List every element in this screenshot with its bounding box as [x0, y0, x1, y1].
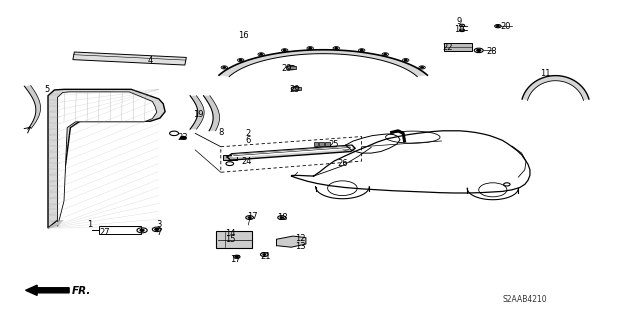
- Text: 3: 3: [156, 220, 161, 229]
- Polygon shape: [227, 145, 355, 160]
- Text: 25: 25: [329, 140, 339, 149]
- Polygon shape: [26, 285, 69, 295]
- Text: 18: 18: [278, 213, 288, 222]
- Circle shape: [223, 67, 225, 68]
- Circle shape: [421, 67, 424, 68]
- Text: 5: 5: [44, 85, 49, 94]
- Text: 11: 11: [540, 69, 550, 78]
- Text: 23: 23: [177, 133, 188, 142]
- Polygon shape: [190, 96, 204, 129]
- Text: 1: 1: [87, 220, 92, 229]
- Circle shape: [180, 137, 186, 139]
- Bar: [99, 226, 141, 234]
- Circle shape: [284, 50, 286, 51]
- Circle shape: [263, 254, 266, 255]
- Circle shape: [140, 229, 144, 231]
- Text: FR.: FR.: [72, 286, 91, 296]
- Text: 7: 7: [156, 228, 161, 237]
- Text: 19: 19: [193, 110, 204, 119]
- Text: 22: 22: [443, 43, 453, 52]
- Circle shape: [236, 256, 238, 257]
- Text: 14: 14: [225, 229, 236, 238]
- Text: 12: 12: [296, 234, 306, 243]
- Circle shape: [384, 54, 387, 55]
- Polygon shape: [219, 50, 428, 77]
- Text: 15: 15: [225, 235, 236, 244]
- Text: 28: 28: [486, 47, 497, 56]
- FancyBboxPatch shape: [216, 231, 252, 248]
- Circle shape: [360, 50, 363, 51]
- Text: 24: 24: [241, 157, 252, 166]
- Text: 4: 4: [148, 56, 153, 65]
- Circle shape: [404, 60, 407, 61]
- Bar: [325, 142, 330, 146]
- Text: 13: 13: [296, 242, 306, 251]
- Bar: [223, 155, 237, 160]
- Polygon shape: [204, 96, 220, 131]
- Circle shape: [239, 60, 242, 61]
- Text: 16: 16: [238, 31, 248, 40]
- Text: 27: 27: [99, 228, 109, 237]
- Text: 20: 20: [500, 22, 511, 31]
- Text: 26: 26: [337, 159, 348, 168]
- Bar: [314, 142, 318, 146]
- Circle shape: [497, 26, 499, 27]
- Circle shape: [248, 217, 251, 218]
- Text: S2AAB4210: S2AAB4210: [502, 295, 547, 304]
- Polygon shape: [73, 52, 186, 65]
- Circle shape: [344, 147, 347, 149]
- Bar: [291, 87, 301, 90]
- Polygon shape: [24, 85, 40, 129]
- Polygon shape: [276, 236, 306, 247]
- Circle shape: [335, 48, 337, 49]
- Text: 21: 21: [260, 252, 271, 261]
- Text: 17: 17: [247, 212, 257, 221]
- Polygon shape: [48, 220, 64, 228]
- Polygon shape: [58, 92, 157, 226]
- Circle shape: [260, 54, 262, 55]
- Bar: [319, 142, 324, 146]
- Text: 10: 10: [454, 25, 465, 34]
- Text: 17: 17: [230, 255, 241, 263]
- Text: 2: 2: [246, 129, 251, 138]
- Polygon shape: [522, 76, 589, 100]
- Polygon shape: [48, 89, 165, 228]
- Text: 9: 9: [457, 17, 462, 26]
- Circle shape: [477, 49, 481, 51]
- FancyBboxPatch shape: [444, 43, 472, 51]
- Circle shape: [280, 217, 283, 218]
- Circle shape: [155, 228, 159, 230]
- Text: 8: 8: [218, 128, 223, 137]
- Text: 29: 29: [289, 85, 300, 94]
- Bar: [286, 66, 296, 69]
- Circle shape: [309, 48, 312, 49]
- Text: 6: 6: [246, 137, 251, 145]
- Text: 29: 29: [282, 64, 292, 73]
